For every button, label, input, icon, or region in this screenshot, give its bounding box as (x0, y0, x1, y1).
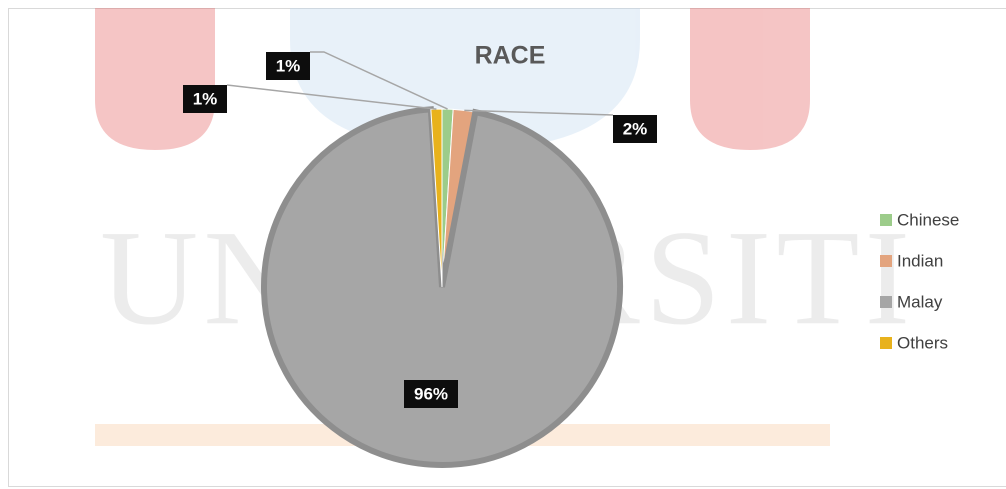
data-label: 96% (414, 384, 448, 403)
legend-swatch (880, 296, 892, 308)
watermark (95, 8, 830, 446)
legend-label: Malay (897, 292, 943, 311)
chart-title: RACE (475, 42, 546, 70)
data-label-box (404, 380, 458, 408)
data-label-box (266, 52, 310, 80)
data-label-box (183, 85, 227, 113)
data-label: 1% (276, 56, 301, 75)
watermark-shape (290, 8, 640, 150)
legend-swatch (880, 337, 892, 349)
legend-label: Chinese (897, 210, 959, 229)
legend-swatch (880, 214, 892, 226)
leader-line (310, 51, 448, 110)
pie-slice (261, 106, 623, 468)
watermark-shape (95, 8, 215, 150)
data-label: 2% (623, 119, 648, 138)
legend-label: Others (897, 333, 948, 352)
legend-label: Indian (897, 251, 943, 270)
leader-line (226, 84, 437, 110)
data-label: 1% (193, 89, 218, 108)
leader-line (464, 109, 614, 116)
legend-swatch (880, 255, 892, 267)
watermark-shape (690, 8, 810, 150)
data-label-box (613, 115, 657, 143)
